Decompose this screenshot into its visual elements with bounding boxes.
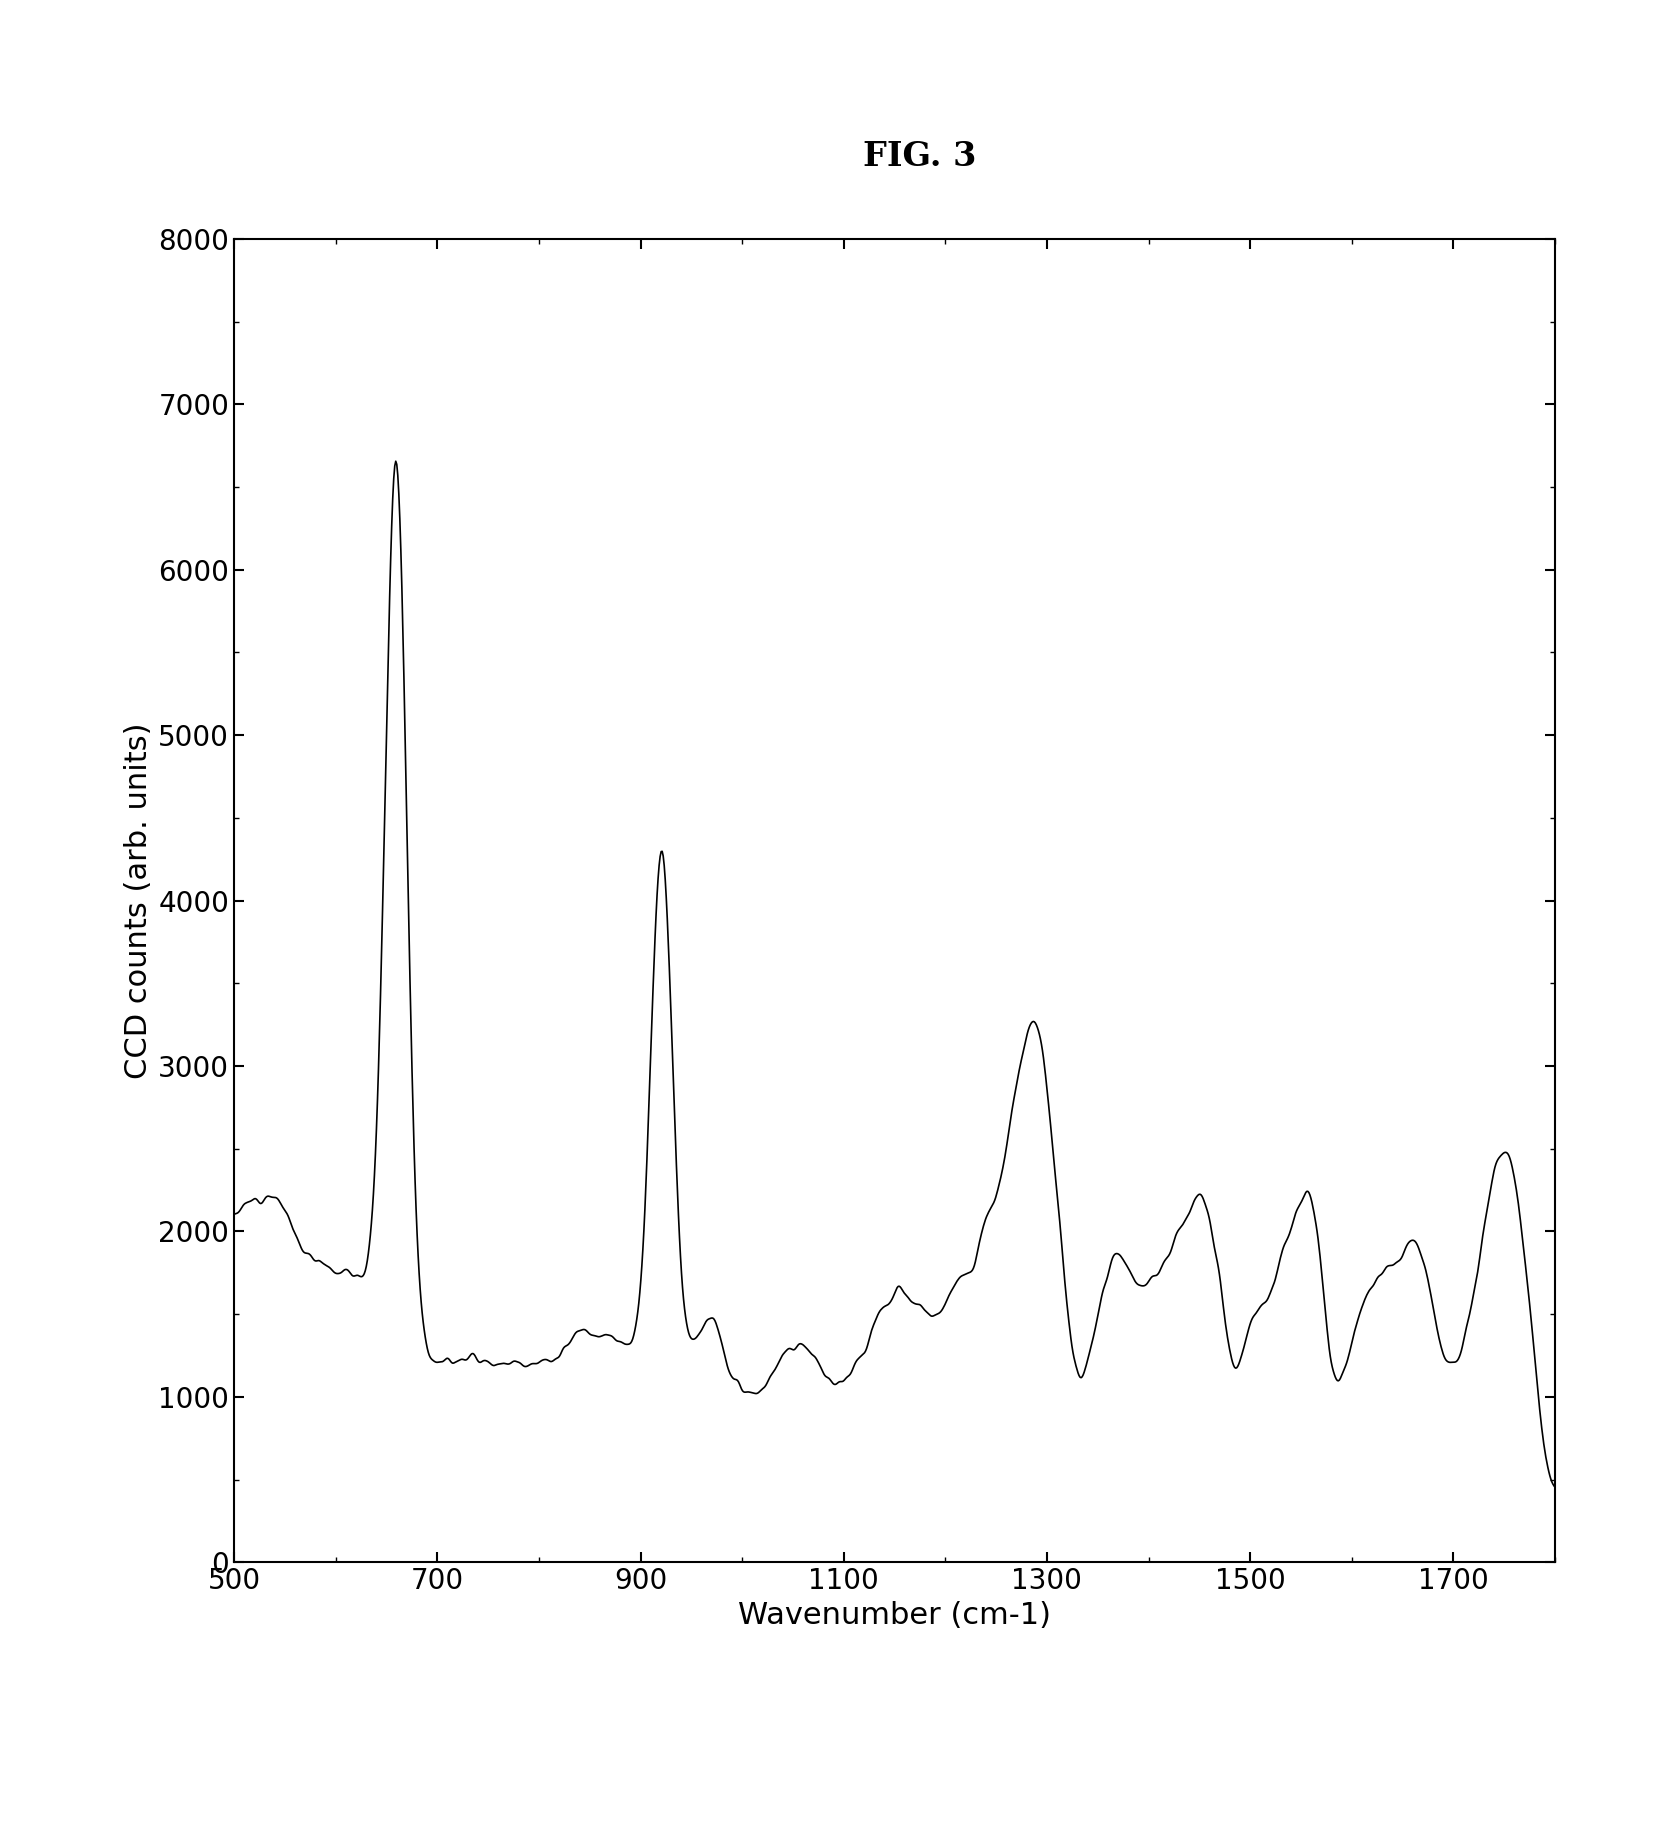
Text: FIG. 3: FIG. 3 bbox=[863, 140, 976, 173]
Y-axis label: CCD counts (arb. units): CCD counts (arb. units) bbox=[124, 722, 152, 1079]
X-axis label: Wavenumber (cm-1): Wavenumber (cm-1) bbox=[737, 1601, 1052, 1630]
